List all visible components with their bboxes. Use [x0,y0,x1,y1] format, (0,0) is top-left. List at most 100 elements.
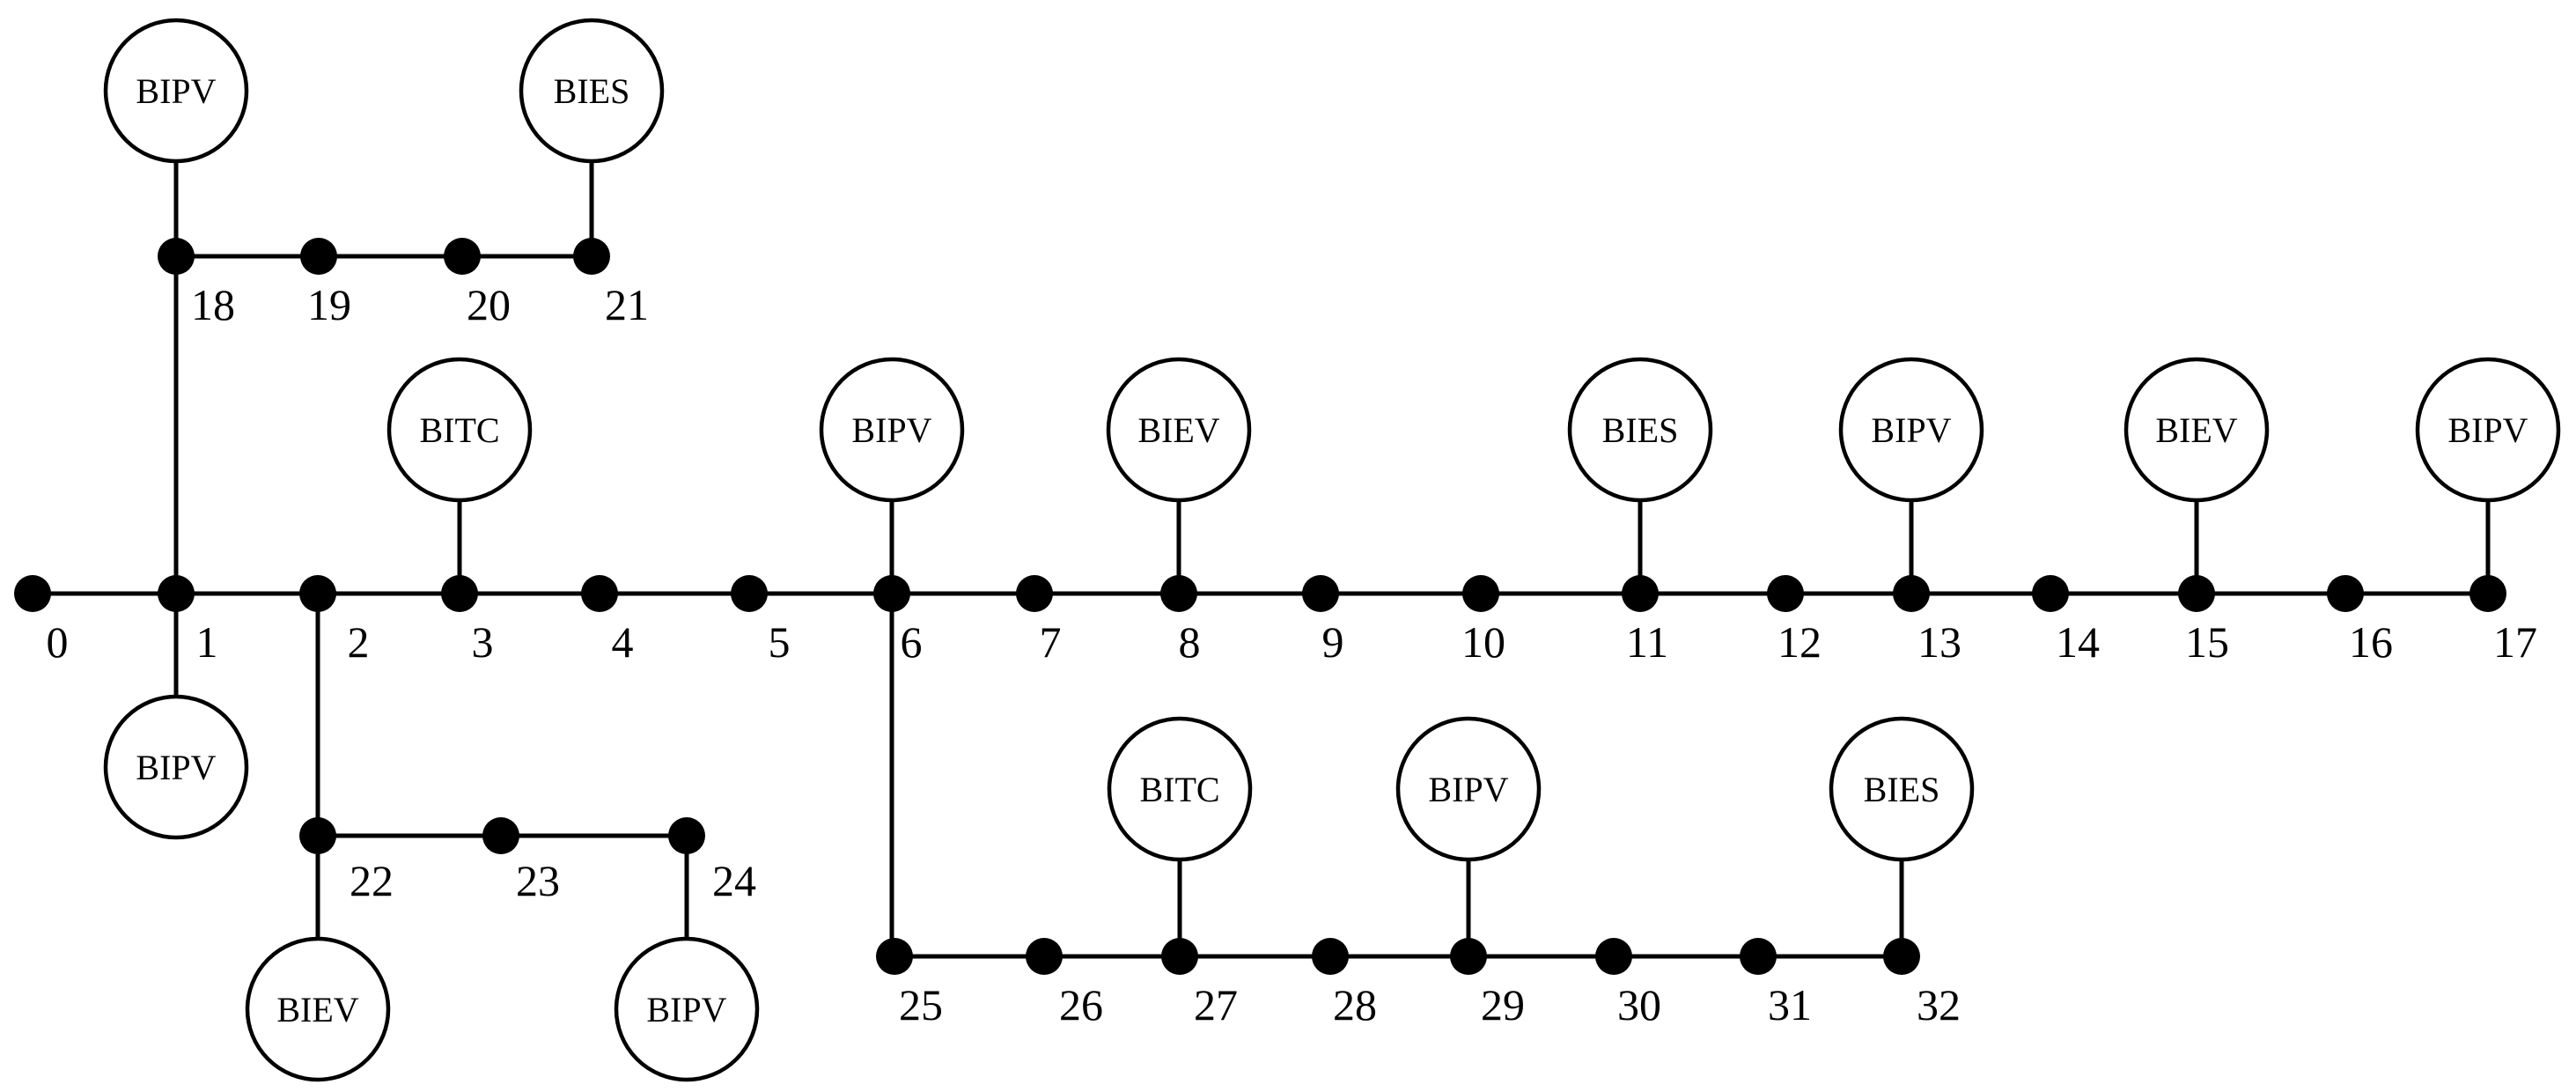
bus-number-10: 10 [1461,617,1505,667]
device-label: BITC [419,410,499,450]
device-label: BIPV [136,71,216,111]
bus-18 [158,238,195,275]
bus-17 [2469,575,2506,612]
device-label: BIES [554,71,630,111]
bus-19 [300,238,337,275]
device-bies-at-bus-21: BIES [519,18,665,164]
bus-5 [731,575,768,612]
bus-number-8: 8 [1179,617,1201,667]
device-biev-at-bus-15: BIEV [2123,357,2270,503]
bus-23 [482,817,519,854]
bus-number-0: 0 [47,617,69,667]
device-bipv-at-bus-18: BIPV [103,18,249,164]
bus-number-25: 25 [899,980,943,1029]
bus-14 [2032,575,2069,612]
bus-number-16: 16 [2349,617,2393,667]
bus-4 [581,575,618,612]
line-layer [33,254,2488,959]
bus-number-24: 24 [712,856,756,905]
device-circle [1106,357,1252,503]
bus-20 [444,238,481,275]
bus-11 [1622,575,1659,612]
bus-27 [1161,938,1198,975]
device-label: BIPV [646,990,726,1029]
bus-number-15: 15 [2185,617,2229,667]
device-label: BIEV [2155,410,2237,450]
device-circle [2123,357,2270,503]
bus-10 [1462,575,1499,612]
device-circle [819,357,965,503]
device-circle [1107,716,1253,862]
device-circle [386,357,533,503]
bus-number-11: 11 [1626,617,1668,667]
bus-number-27: 27 [1194,980,1238,1029]
bus-number-22: 22 [350,856,394,905]
device-biev-at-bus-8: BIEV [1106,357,1252,503]
device-bipv-at-bus-6: BIPV [819,357,965,503]
bus-number-21: 21 [605,280,649,329]
device-label: BITC [1139,770,1219,809]
device-label: BIPV [136,748,216,787]
device-label: BIEV [1137,410,1219,450]
bus-number-23: 23 [516,856,560,905]
bus-6 [873,575,910,612]
device-circle [1838,357,1984,503]
bus-29 [1450,938,1487,975]
device-circle [614,936,760,1082]
bus-number-26: 26 [1059,980,1103,1029]
bus-0 [14,575,51,612]
bus-21 [573,238,610,275]
bus-number-30: 30 [1617,980,1661,1029]
bus-number-29: 29 [1481,980,1525,1029]
device-circle [2415,357,2561,503]
device-bipv-at-bus-13: BIPV [1838,357,1984,503]
device-circle [245,936,391,1082]
device-circle [519,18,665,164]
device-circle [1395,716,1542,862]
device-label: BIES [1602,410,1679,450]
device-circle [1829,716,1975,862]
bus-number-4: 4 [612,617,634,667]
bus-25 [876,938,913,975]
bus-15 [2178,575,2215,612]
bus-12 [1767,575,1804,612]
device-circle [103,18,249,164]
bus-layer [14,238,2506,975]
device-biev-at-bus-22: BIEV [245,936,391,1082]
bus-number-7: 7 [1040,617,1062,667]
device-bitc-at-bus-3: BITC [386,357,533,503]
bus-26 [1026,938,1063,975]
device-circle [103,694,249,840]
bus-24 [668,817,705,854]
device-label: BIPV [1871,410,1951,450]
device-label: BIES [1864,770,1940,809]
device-label: BIPV [1428,770,1508,809]
bus-number-5: 5 [769,617,791,667]
bus-13 [1893,575,1930,612]
bus-number-3: 3 [472,617,494,667]
bus-number-20: 20 [467,280,511,329]
bus-number-28: 28 [1333,980,1377,1029]
device-label: BIPV [851,410,931,450]
bus-32 [1883,938,1920,975]
bus-22 [299,817,336,854]
bus-28 [1312,938,1349,975]
bus-number-14: 14 [2056,617,2100,667]
bus-number-13: 13 [1917,617,1961,667]
device-bies-at-bus-11: BIES [1567,357,1713,503]
bus-number-32: 32 [1917,980,1961,1029]
bus-8 [1160,575,1197,612]
bus-3 [441,575,478,612]
bus-2 [299,575,336,612]
device-circle [1567,357,1713,503]
bus-number-19: 19 [307,280,351,329]
bus-7 [1016,575,1053,612]
bus-number-18: 18 [191,280,235,329]
bus-number-9: 9 [1322,617,1344,667]
bus-31 [1740,938,1777,975]
device-bipv-at-bus-1: BIPV [103,694,249,840]
device-bitc-at-bus-27: BITC [1107,716,1253,862]
device-bies-at-bus-32: BIES [1829,716,1975,862]
